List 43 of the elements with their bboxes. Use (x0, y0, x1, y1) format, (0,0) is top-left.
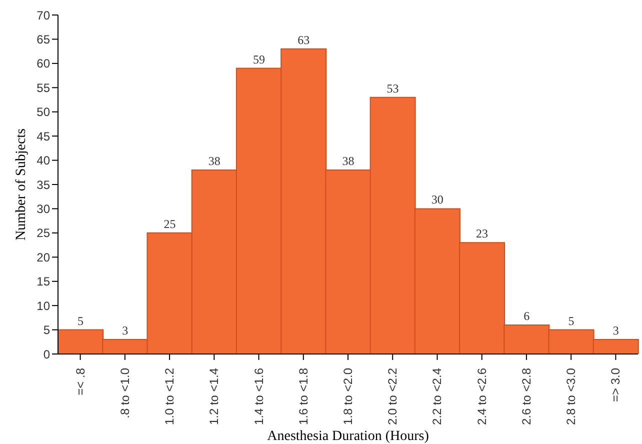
y-tick-label: 65 (36, 32, 50, 46)
data-label: 3 (122, 323, 128, 338)
data-label: 38 (208, 154, 220, 168)
y-tick-label: 5 (43, 323, 50, 338)
x-tick-label: 2.4 to <2.6 (474, 368, 489, 426)
data-label: 63 (298, 32, 310, 47)
x-axis-title: Anesthesia Duration (Hours) (267, 429, 430, 444)
x-tick-label: 2.0 to <2.2 (386, 368, 400, 426)
x-tick-label: .8 to <1.0 (118, 368, 132, 418)
y-tick-label: 15 (36, 274, 50, 289)
x-tick-label: => 3.0 (608, 368, 623, 402)
y-tick-label: 45 (36, 129, 50, 144)
x-tick-label: 1.4 to <1.6 (252, 368, 266, 426)
data-label: 30 (431, 192, 444, 207)
data-label: 5 (568, 314, 574, 328)
x-tick-label: 2.6 to <2.8 (519, 368, 534, 426)
data-label: 53 (386, 81, 399, 96)
y-tick-label: 0 (43, 347, 50, 362)
x-tick-label: 1.0 to <1.2 (162, 368, 177, 426)
data-label: 59 (252, 52, 265, 66)
x-tick-label: 1.2 to <1.4 (207, 368, 222, 426)
x-tick-label: =< .8 (73, 368, 88, 396)
y-tick-label: 20 (36, 250, 50, 264)
y-tick-label: 55 (36, 80, 50, 95)
data-label: 6 (524, 308, 530, 323)
data-label: 3 (612, 323, 619, 338)
y-tick-label: 30 (36, 202, 50, 216)
data-label: 38 (342, 154, 354, 168)
y-tick-label: 25 (36, 226, 50, 240)
y-tick-label: 60 (36, 56, 50, 71)
data-label: 25 (164, 216, 176, 231)
x-tick-label: 1.6 to <1.8 (296, 368, 310, 426)
y-tick-label: 70 (36, 8, 50, 22)
y-tick-label: 35 (36, 178, 50, 192)
data-label: 5 (78, 314, 84, 328)
x-tick-label: 2.8 to <3.0 (564, 368, 578, 426)
y-tick-label: 10 (36, 298, 50, 313)
y-tick-label: 40 (36, 154, 50, 168)
x-tick-label: 1.8 to <2.0 (341, 368, 355, 426)
y-axis-title: Number of Subjects (14, 128, 29, 240)
y-tick-label: 50 (36, 105, 50, 120)
x-tick-label: 2.2 to <2.4 (430, 368, 444, 426)
data-label: 23 (476, 226, 488, 241)
